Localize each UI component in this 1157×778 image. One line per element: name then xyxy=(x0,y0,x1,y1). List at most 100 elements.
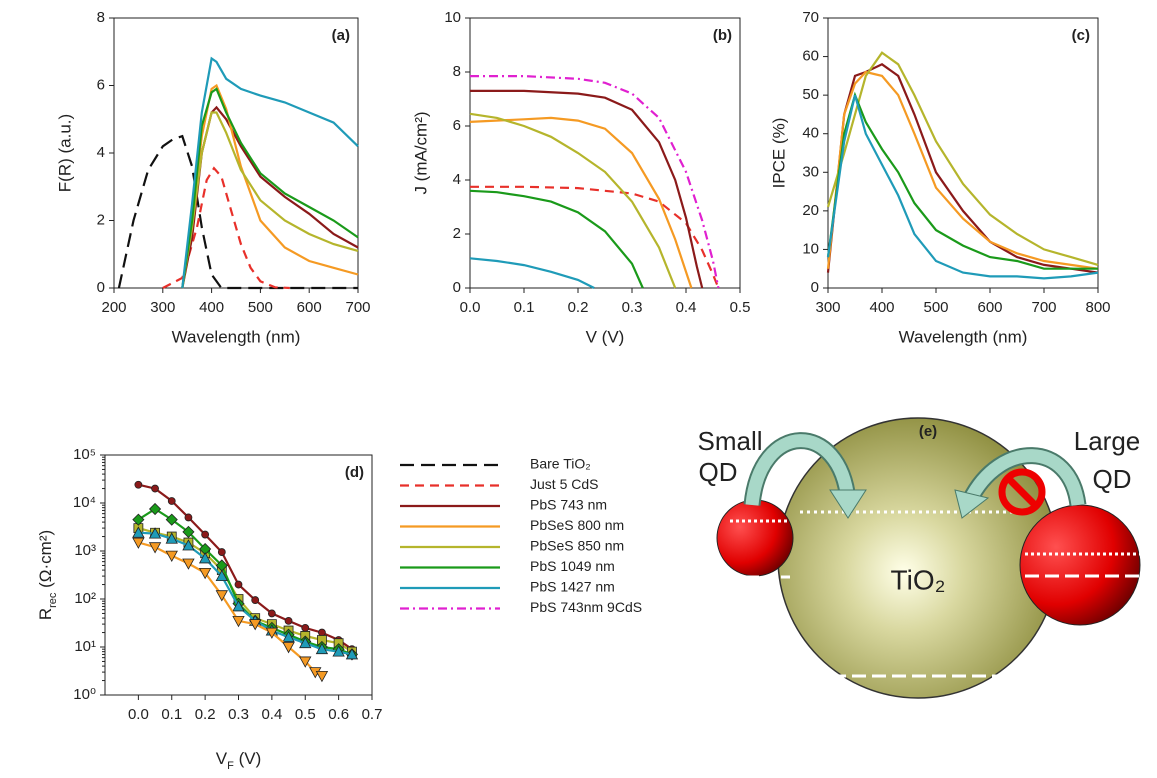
x-tick-label: 300 xyxy=(815,299,840,316)
y-tick-label: 2 xyxy=(97,211,105,228)
series-line xyxy=(138,483,353,651)
marker xyxy=(232,615,245,628)
y-tick-label: 70 xyxy=(802,9,819,26)
series-line xyxy=(826,63,1099,274)
forbidden-sign xyxy=(1005,475,1039,509)
legend-label: PbS 743nm 9CdS xyxy=(530,599,642,615)
y-tick-label: 0 xyxy=(453,279,461,296)
marker xyxy=(215,590,228,602)
x-tick-label: 0.3 xyxy=(228,706,249,723)
marker xyxy=(151,484,159,493)
x-tick-label: 0.1 xyxy=(161,706,182,723)
series-line xyxy=(470,185,720,289)
x-tick-label: 300 xyxy=(150,299,175,316)
y-tick-label: 10 xyxy=(444,9,461,26)
legend-label: Bare TiO₂ xyxy=(530,456,591,472)
forbidden-sign xyxy=(998,468,1046,516)
y-axis-label: J (mA/cm²) xyxy=(411,111,430,194)
marker xyxy=(148,502,162,516)
marker xyxy=(132,513,145,526)
y-axis-label-part: rec xyxy=(47,592,59,608)
marker xyxy=(249,619,262,631)
x-axis-label: VF (V) xyxy=(216,749,261,771)
series-line xyxy=(181,56,359,289)
x-axis-label: Wavelength (nm) xyxy=(899,327,1028,346)
y-tick-label: 0 xyxy=(811,279,819,296)
x-tick-label: 200 xyxy=(101,299,126,316)
series-line xyxy=(469,257,595,289)
y-tick-label: 6 xyxy=(453,117,461,134)
marker xyxy=(234,580,243,589)
marker xyxy=(148,527,162,539)
marker xyxy=(332,645,345,657)
x-tick-label: 600 xyxy=(977,299,1002,316)
y-axis-label: F(R) (a.u.) xyxy=(55,114,74,192)
marker xyxy=(215,569,228,581)
panel-label: (d) xyxy=(345,464,364,481)
y-tick-label: 10 xyxy=(802,240,819,257)
marker xyxy=(345,648,359,660)
marker xyxy=(167,497,176,505)
arrow xyxy=(964,449,1085,507)
x-tick-label: 500 xyxy=(923,299,948,316)
marker xyxy=(182,539,195,551)
marker xyxy=(317,635,327,645)
panel-label: (b) xyxy=(713,27,732,44)
marker xyxy=(201,530,210,539)
x-tick-label: 0.2 xyxy=(195,706,216,723)
series-line xyxy=(469,112,677,289)
x-tick-label: 500 xyxy=(248,299,273,316)
y-tick-label: 2 xyxy=(453,225,461,242)
y-tick-label: 10⁰ xyxy=(73,686,96,703)
panel-label: (e) xyxy=(919,423,937,440)
series-line xyxy=(826,51,1099,266)
marker xyxy=(217,548,226,556)
series-line xyxy=(181,87,359,289)
large-qd-label: QD xyxy=(1093,464,1132,494)
marker xyxy=(251,596,260,604)
marker xyxy=(182,525,195,538)
y-tick-label: 10³ xyxy=(74,542,96,559)
y-tick-label: 8 xyxy=(453,63,461,80)
marker xyxy=(265,627,279,639)
marker xyxy=(232,600,245,612)
marker xyxy=(132,537,145,549)
series-line xyxy=(470,75,720,289)
marker xyxy=(198,552,212,564)
x-tick-label: 400 xyxy=(199,299,224,316)
series-line xyxy=(138,541,323,677)
plot-frame xyxy=(469,17,741,289)
legend-label: PbS 743 nm xyxy=(530,497,607,513)
legend-label: PbSeS 850 nm xyxy=(530,538,624,554)
diagram: (e) Small QD Large QD TiO₂ xyxy=(697,417,1141,699)
marker xyxy=(284,616,293,625)
y-axis-label: Rrec (Ω·cm²) xyxy=(36,530,58,620)
y-tick-label: 10¹ xyxy=(74,638,96,655)
small-qd xyxy=(716,499,794,577)
marker xyxy=(132,526,145,538)
x-tick-label: 700 xyxy=(1031,299,1056,316)
marker xyxy=(198,567,212,580)
marker xyxy=(282,630,295,643)
x-tick-label: 0.3 xyxy=(622,299,643,316)
legend-label: PbSeS 800 nm xyxy=(530,517,624,533)
x-tick-label: 0.0 xyxy=(460,299,481,316)
large-qd-label: Large xyxy=(1074,426,1141,456)
marker xyxy=(318,628,326,637)
legend-label: PbS 1427 nm xyxy=(530,579,615,595)
marker xyxy=(301,623,310,632)
y-tick-label: 4 xyxy=(453,171,461,188)
legend-label: Just 5 CdS xyxy=(530,476,598,492)
marker xyxy=(282,642,295,654)
y-tick-label: 6 xyxy=(97,76,105,93)
y-tick-label: 50 xyxy=(802,86,819,103)
series-line xyxy=(469,189,644,289)
y-tick-label: 10⁵ xyxy=(73,446,96,463)
arrow-head xyxy=(829,489,867,519)
marker xyxy=(165,550,178,562)
x-axis-label: Wavelength (nm) xyxy=(172,327,301,346)
marker xyxy=(165,513,178,526)
arrow xyxy=(745,434,855,506)
x-tick-label: 0.5 xyxy=(295,706,316,723)
